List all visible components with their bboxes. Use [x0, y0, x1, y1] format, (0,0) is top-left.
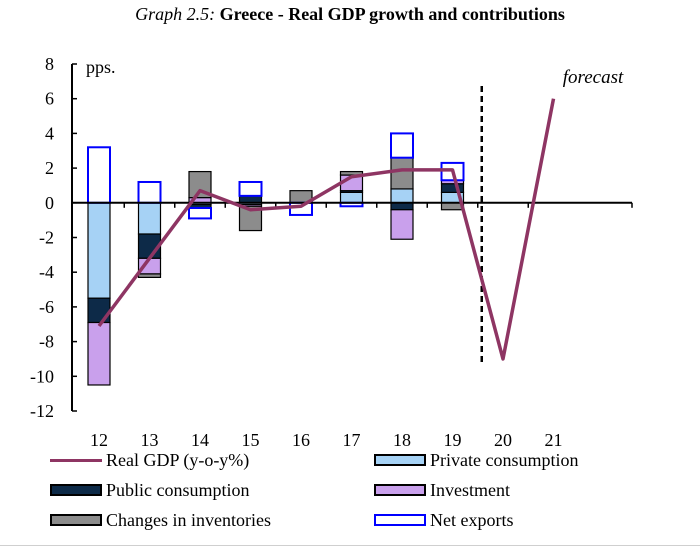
bar-public-consumption-18: [390, 202, 414, 211]
chart-title-main: Greece - Real GDP growth and contributio…: [219, 4, 565, 24]
y-tick-label: 0: [45, 193, 54, 213]
y-tick-label: 4: [45, 123, 54, 143]
y-tick-label: -4: [39, 262, 54, 282]
bar-net-exports-18: [390, 132, 414, 159]
x-tick-label-12: 12: [90, 430, 108, 450]
bar-investment-12: [87, 321, 111, 386]
y-tick-label: -10: [30, 366, 54, 386]
bar-private-consumption-17: [339, 191, 364, 204]
x-tick-label-17: 17: [343, 430, 361, 450]
bar-private-consumption-12: [87, 202, 111, 299]
bar-changes-in-inventories-18: [390, 157, 414, 190]
bar-public-consumption-19: [440, 183, 465, 193]
x-tick-label-13: 13: [141, 430, 159, 450]
y-tick-label: 2: [45, 158, 54, 178]
real-gdp-line: [97, 98, 556, 361]
x-tick-label-21: 21: [545, 430, 563, 450]
bottom-rule: [0, 545, 700, 546]
y-tick-label: -6: [39, 297, 54, 317]
x-tick-label-16: 16: [292, 430, 310, 450]
x-tick-label-15: 15: [242, 430, 260, 450]
x-tick-label-18: 18: [393, 430, 411, 450]
unit-label: pps.: [86, 57, 116, 77]
bar-public-consumption-15: [238, 195, 263, 204]
bar-changes-in-inventories-13: [137, 273, 162, 279]
chart-title: Graph 2.5: Greece - Real GDP growth and …: [0, 4, 700, 25]
y-tick-label: -2: [39, 228, 54, 248]
bar-private-consumption-18: [390, 188, 414, 204]
chart-title-prefix: Graph 2.5:: [135, 4, 216, 24]
bar-private-consumption-13: [137, 202, 162, 235]
bar-net-exports-12: [87, 146, 111, 204]
x-tick-label-20: 20: [494, 430, 512, 450]
y-tick-label: -8: [39, 332, 54, 352]
x-tick-label-19: 19: [444, 430, 462, 450]
y-tick-label: -12: [30, 401, 54, 421]
bar-net-exports-13: [137, 180, 162, 204]
bar-changes-in-inventories-15: [238, 205, 263, 232]
forecast-annotation: forecast: [563, 67, 624, 88]
bar-public-consumption-12: [87, 297, 111, 324]
x-tick-label-14: 14: [191, 430, 209, 450]
bar-net-exports-14: [188, 207, 212, 220]
bar-net-exports-15: [238, 180, 263, 197]
y-tick-label: 6: [45, 89, 54, 109]
y-tick-label: 8: [45, 54, 54, 74]
bar-investment-18: [390, 209, 414, 240]
